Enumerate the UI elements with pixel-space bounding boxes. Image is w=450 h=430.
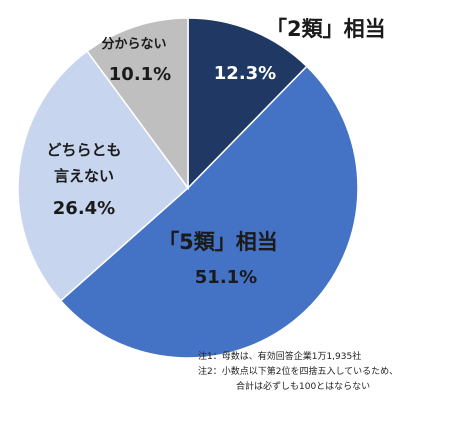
footnote-2-continued: 合計は必ずしも100とはならない bbox=[236, 382, 371, 392]
slice-value-unknown: 10.1% bbox=[109, 64, 171, 85]
slice-label-neither-line2: 言えない bbox=[54, 167, 114, 185]
slice-value-2rui: 12.3% bbox=[214, 63, 276, 84]
footnote-2: 注2：小数点以下第2位を四捨五入しているため、 bbox=[198, 367, 399, 377]
slice-label-unknown: 分からない bbox=[101, 36, 166, 52]
slice-value-neither: 26.4% bbox=[53, 198, 115, 219]
slice-value-5rui: 51.1% bbox=[195, 267, 257, 288]
footnote-1: 注1：母数は、有効回答企業1万1,935社 bbox=[198, 352, 362, 362]
footnotes: 注1：母数は、有効回答企業1万1,935社 注2：小数点以下第2位を四捨五入して… bbox=[198, 350, 446, 395]
slice-neither bbox=[17, 50, 190, 302]
pie-labels: 「2類」相当 12.3% 「5類」相当 51.1% どちらとも 言えない 26.… bbox=[46, 17, 385, 288]
pie-slices bbox=[17, 17, 359, 359]
slice-unknown bbox=[86, 17, 189, 191]
slice-label-neither-line1: どちらとも bbox=[46, 141, 121, 159]
slice-2rui bbox=[187, 17, 308, 190]
slice-label-2rui: 「2類」相当 bbox=[266, 17, 386, 41]
slice-label-5rui: 「5類」相当 bbox=[158, 230, 278, 254]
slice-5rui bbox=[59, 65, 359, 359]
